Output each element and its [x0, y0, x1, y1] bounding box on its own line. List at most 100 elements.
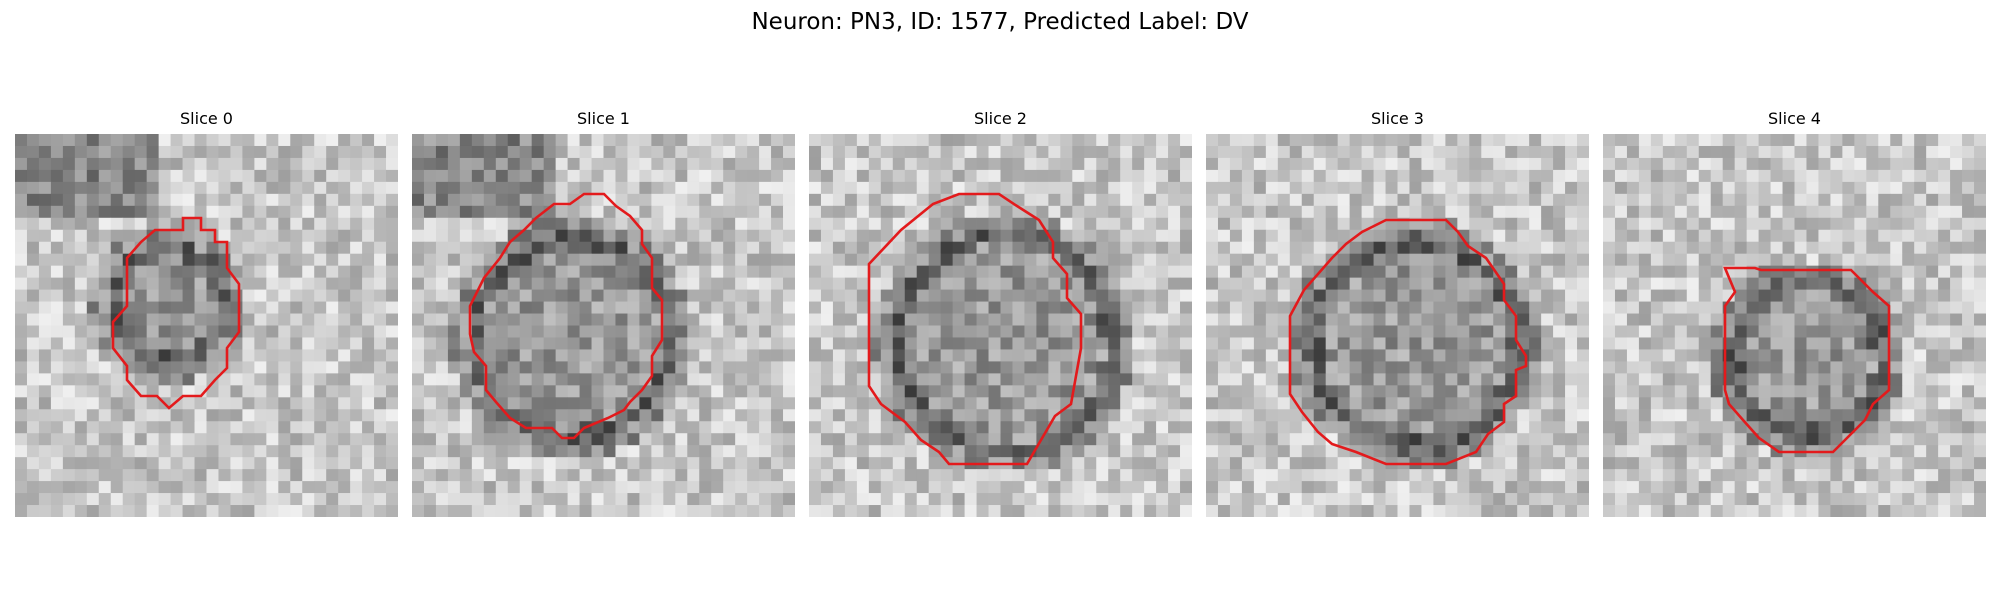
pixel	[651, 313, 664, 326]
pixel	[1746, 169, 1759, 183]
pixel	[326, 265, 339, 279]
pixel	[555, 469, 568, 482]
pixel	[1914, 289, 1927, 302]
pixel	[952, 421, 965, 434]
pixel	[1361, 157, 1374, 171]
pixel	[988, 289, 1001, 302]
pixel	[1950, 445, 1963, 458]
pixel	[1409, 289, 1422, 302]
pixel	[1577, 301, 1589, 314]
pixel	[1553, 134, 1566, 147]
pixel	[1313, 253, 1327, 267]
pixel	[1974, 313, 1986, 326]
pixel	[1361, 433, 1374, 446]
pixel	[1132, 457, 1145, 470]
pixel	[1758, 361, 1771, 374]
pixel	[1553, 361, 1566, 374]
pixel	[771, 134, 784, 147]
pixel	[675, 361, 688, 374]
pixel	[1650, 134, 1664, 147]
pixel	[555, 421, 568, 434]
pixel	[435, 481, 449, 494]
pixel	[15, 229, 28, 243]
pixel	[412, 397, 425, 410]
pixel	[1373, 469, 1386, 482]
pixel	[1132, 433, 1145, 446]
pixel	[1373, 301, 1386, 314]
pixel	[1132, 229, 1145, 243]
pixel	[447, 337, 461, 350]
pixel	[892, 433, 906, 446]
pixel	[1156, 337, 1169, 350]
pixel	[1301, 349, 1315, 362]
pixel	[1722, 445, 1736, 458]
pixel	[820, 325, 834, 338]
pixel	[1746, 181, 1759, 195]
pixel	[1770, 325, 1783, 338]
pixel	[531, 433, 545, 446]
pixel	[844, 457, 858, 470]
pixel	[1433, 313, 1446, 326]
pixel	[832, 169, 846, 183]
pixel	[350, 409, 363, 422]
pixel	[1036, 409, 1049, 422]
pixel	[928, 265, 942, 279]
pixel	[519, 457, 533, 470]
pixel	[1277, 445, 1291, 458]
pixel	[603, 181, 616, 195]
pixel	[206, 265, 219, 279]
pixel	[627, 217, 640, 231]
pixel	[1120, 241, 1133, 255]
pixel	[459, 205, 473, 219]
pixel	[266, 433, 279, 446]
pixel	[218, 385, 231, 398]
pixel	[880, 433, 894, 446]
pixel	[1253, 313, 1267, 326]
pixel	[699, 205, 712, 219]
pixel	[1603, 265, 1616, 279]
pixel	[1457, 301, 1470, 314]
pixel	[1914, 409, 1927, 422]
pixel	[98, 169, 112, 183]
pixel	[374, 325, 387, 338]
pixel	[1878, 253, 1891, 267]
pixel	[1397, 373, 1410, 386]
pixel	[1241, 373, 1255, 386]
pixel	[1349, 493, 1362, 506]
pixel	[1108, 301, 1121, 314]
pixel	[1650, 229, 1664, 243]
pixel	[1469, 361, 1482, 374]
pixel	[338, 349, 351, 362]
pixel	[1842, 289, 1855, 302]
pixel	[1072, 421, 1085, 434]
pixel	[1156, 505, 1169, 517]
pixel	[723, 134, 736, 147]
pixel	[1505, 157, 1518, 171]
pixel	[1517, 145, 1530, 159]
pixel	[880, 277, 894, 290]
pixel	[1517, 205, 1530, 219]
pixel	[1325, 313, 1339, 326]
pixel	[1830, 373, 1843, 386]
pixel	[1950, 181, 1963, 195]
pixel	[1577, 349, 1589, 362]
pixel	[1241, 481, 1255, 494]
pixel	[543, 265, 557, 279]
pixel	[940, 493, 954, 506]
pixel	[435, 457, 449, 470]
pixel	[1626, 445, 1640, 458]
pixel	[916, 157, 930, 171]
pixel	[1902, 445, 1915, 458]
pixel	[1854, 361, 1867, 374]
pixel	[1445, 325, 1458, 338]
pixel	[699, 457, 712, 470]
pixel	[1421, 157, 1434, 171]
pixel	[1385, 301, 1398, 314]
pixel	[1000, 493, 1013, 506]
pixel	[1770, 265, 1783, 279]
pixel	[26, 505, 40, 517]
pixel	[483, 469, 497, 482]
slice-contour-0	[111, 216, 241, 410]
pixel	[459, 433, 473, 446]
pixel	[1373, 169, 1386, 183]
